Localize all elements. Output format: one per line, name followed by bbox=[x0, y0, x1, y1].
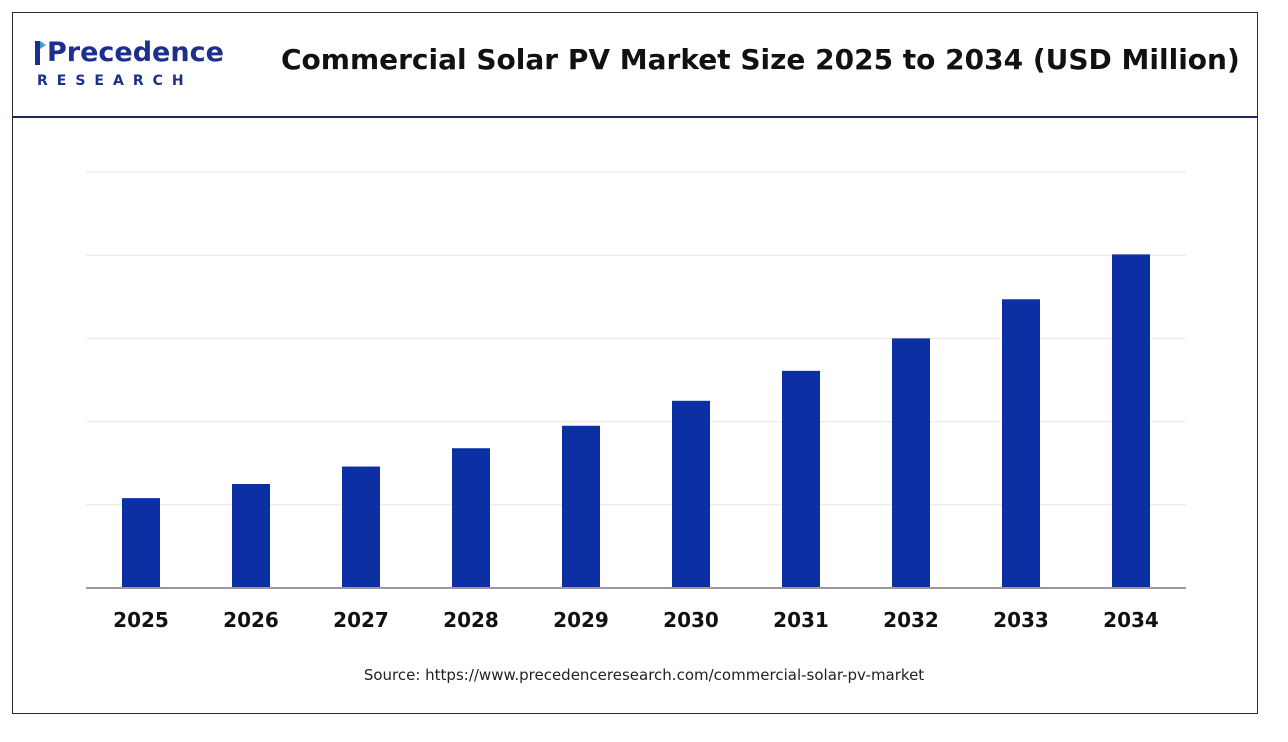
bars bbox=[122, 254, 1150, 589]
bar-2032 bbox=[892, 338, 930, 588]
logo-subtitle: RESEARCH bbox=[37, 73, 193, 89]
chart-title: Commercial Solar PV Market Size 2025 to … bbox=[281, 43, 1240, 76]
chart-frame: Precedence RESEARCH Commercial Solar PV … bbox=[12, 12, 1258, 714]
logo-mark-icon bbox=[35, 41, 46, 65]
x-tick-label: 2034 bbox=[1103, 608, 1159, 632]
x-tick-label: 2031 bbox=[773, 608, 829, 632]
x-tick-label: 2033 bbox=[993, 608, 1049, 632]
x-tick-label: 2029 bbox=[553, 608, 609, 632]
x-tick-label: 2032 bbox=[883, 608, 939, 632]
brand-logo: Precedence RESEARCH bbox=[33, 35, 224, 95]
bar-2026 bbox=[232, 484, 270, 588]
bar-2031 bbox=[782, 370, 820, 588]
x-tick-label: 2027 bbox=[333, 608, 389, 632]
x-tick-labels: 2025 2026 2027 2028 2029 2030 2031 2032 2033 2034 bbox=[113, 608, 1159, 632]
bar-2030 bbox=[672, 400, 710, 588]
logo-wordmark: Precedence bbox=[47, 37, 224, 68]
bar-2028 bbox=[452, 448, 490, 588]
bar-2027 bbox=[342, 466, 380, 588]
x-tick-label: 2028 bbox=[443, 608, 499, 632]
bar-2025 bbox=[122, 498, 160, 588]
bar-2034 bbox=[1112, 254, 1150, 589]
source-note: Source: https://www.precedenceresearch.c… bbox=[363, 666, 925, 684]
bar-2029 bbox=[562, 425, 600, 588]
x-tick-label: 2026 bbox=[223, 608, 279, 632]
header: Precedence RESEARCH Commercial Solar PV … bbox=[13, 13, 1257, 118]
x-tick-label: 2025 bbox=[113, 608, 169, 632]
x-tick-label: 2030 bbox=[663, 608, 719, 632]
bar-2033 bbox=[1002, 299, 1040, 588]
